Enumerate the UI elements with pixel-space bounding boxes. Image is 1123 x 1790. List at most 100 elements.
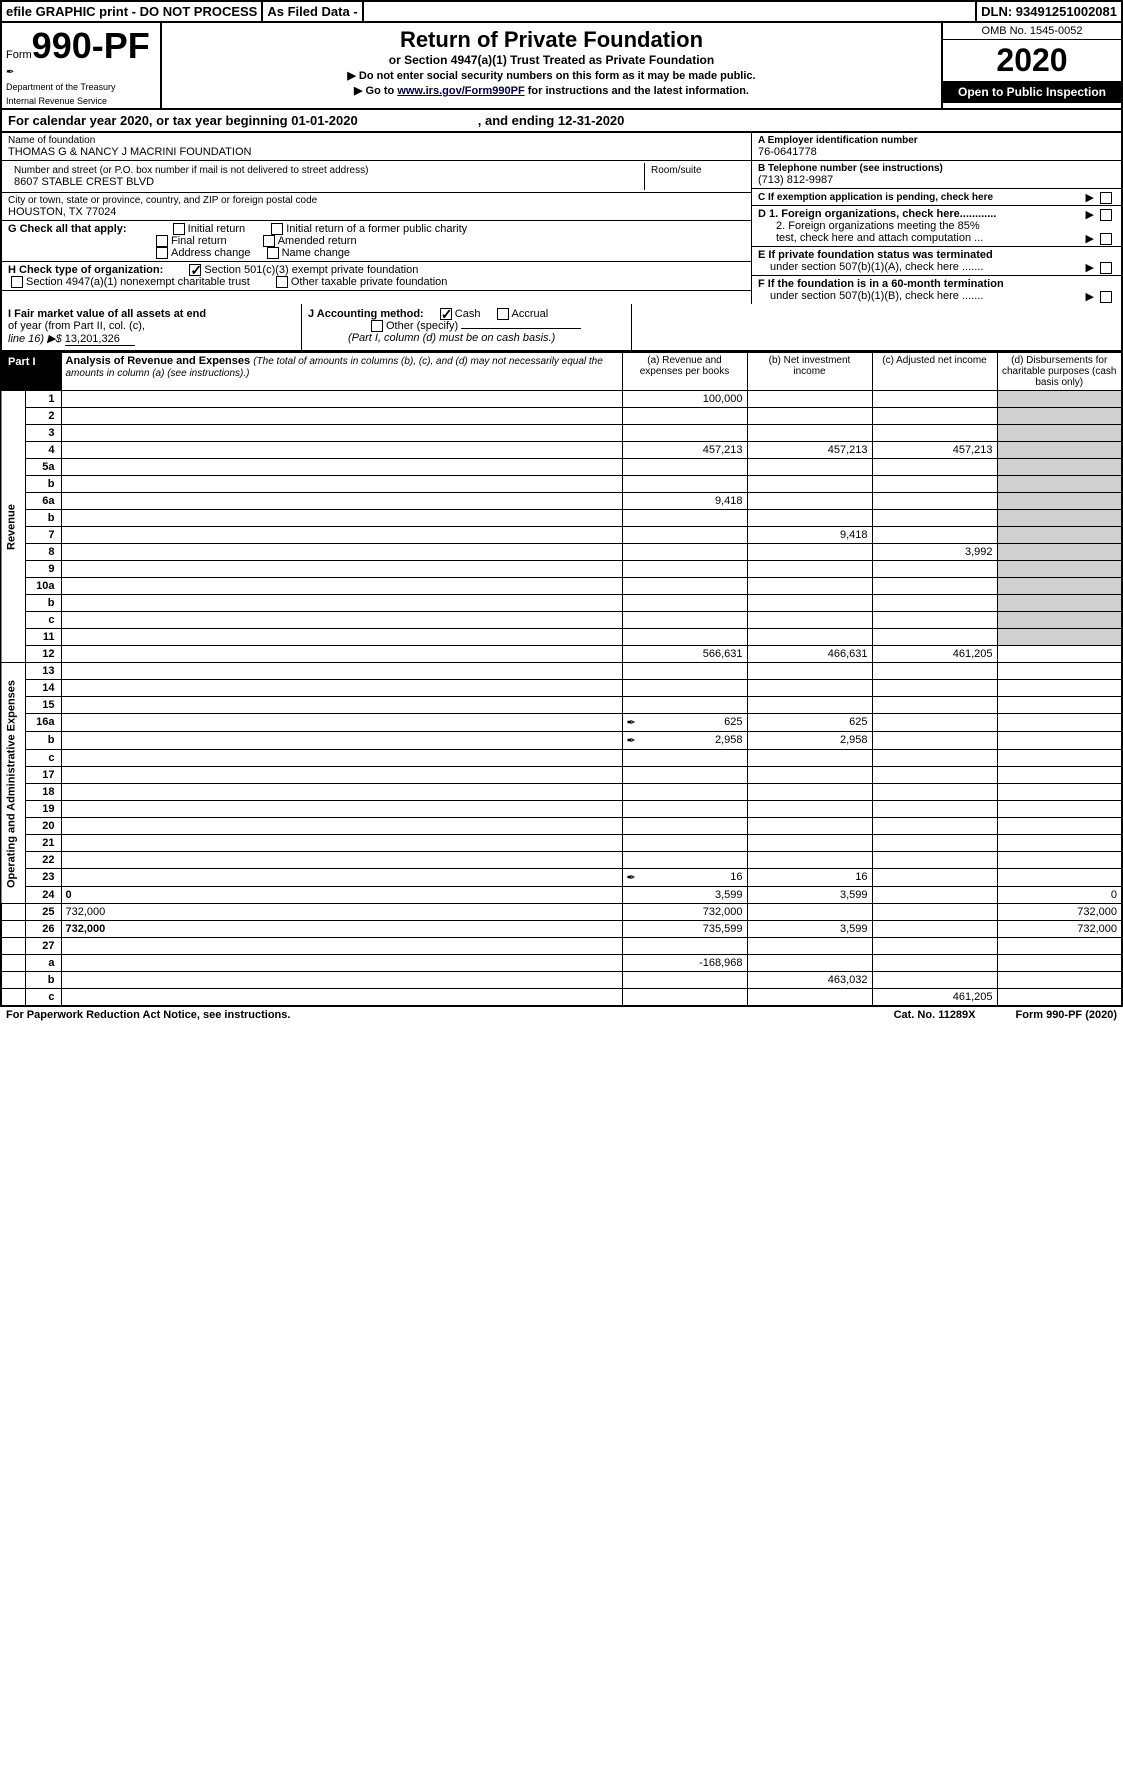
amount-cell [872, 852, 997, 869]
paperwork-notice: For Paperwork Reduction Act Notice, see … [6, 1009, 290, 1021]
chk-address-change[interactable] [156, 247, 168, 259]
chk-initial-return[interactable] [173, 223, 185, 235]
line-desc [61, 629, 622, 646]
amount-cell [997, 646, 1122, 663]
fmv-value: 13,201,326 [65, 333, 135, 346]
amount-cell [622, 680, 747, 697]
table-row: b [1, 476, 1122, 493]
amount-cell [872, 425, 997, 442]
table-row: 22 [1, 852, 1122, 869]
amount-cell [747, 989, 872, 1007]
amount-cell [997, 442, 1122, 459]
col-a-head: (a) Revenue and expenses per books [622, 353, 747, 391]
amount-cell: 735,599 [622, 921, 747, 938]
amount-cell [872, 972, 997, 989]
chk-c[interactable] [1100, 192, 1112, 204]
address: 8607 STABLE CREST BLVD [14, 176, 638, 188]
chk-d1[interactable] [1100, 209, 1112, 221]
chk-f[interactable] [1100, 291, 1112, 303]
amount-cell: 3,599 [747, 921, 872, 938]
amount-cell [747, 818, 872, 835]
amount-cell [997, 972, 1122, 989]
chk-name-change[interactable] [267, 247, 279, 259]
amount-cell [872, 663, 997, 680]
table-row: b✒ 2,9582,958 [1, 732, 1122, 750]
table-row: 25732,000732,000732,000 [1, 904, 1122, 921]
amount-cell [997, 784, 1122, 801]
attachment-icon: ✒ [627, 871, 636, 884]
line-number: 11 [25, 629, 61, 646]
line-number: 13 [25, 663, 61, 680]
amount-cell [747, 561, 872, 578]
amount-cell [997, 476, 1122, 493]
line-number: 18 [25, 784, 61, 801]
attachment-icon: ✒ [627, 734, 636, 747]
line-number: c [25, 750, 61, 767]
chk-cash[interactable] [440, 308, 452, 320]
amount-cell [872, 750, 997, 767]
amount-cell [747, 801, 872, 818]
line-number: 17 [25, 767, 61, 784]
amount-cell [872, 714, 997, 732]
line-number: 9 [25, 561, 61, 578]
amount-cell [622, 835, 747, 852]
amount-cell [872, 476, 997, 493]
line-number: c [25, 612, 61, 629]
amount-cell: ✒ 625 [622, 714, 747, 732]
amount-cell [997, 612, 1122, 629]
expenses-side-label: Operating and Administrative Expenses [1, 663, 25, 904]
line-desc [61, 680, 622, 697]
line-number: 20 [25, 818, 61, 835]
line-number: a [25, 955, 61, 972]
calendar-year-row: For calendar year 2020, or tax year begi… [0, 110, 1123, 133]
amount-cell [872, 767, 997, 784]
line-number: 5a [25, 459, 61, 476]
chk-e[interactable] [1100, 262, 1112, 274]
amount-cell [622, 818, 747, 835]
chk-other-taxable[interactable] [276, 276, 288, 288]
amount-cell [997, 697, 1122, 714]
amount-cell [622, 784, 747, 801]
amount-cell [622, 801, 747, 818]
line-number: 21 [25, 835, 61, 852]
chk-d2[interactable] [1100, 233, 1112, 245]
table-row: 4457,213457,213457,213 [1, 442, 1122, 459]
chk-4947a1[interactable] [11, 276, 23, 288]
irs-link[interactable]: www.irs.gov/Form990PF [397, 85, 524, 97]
omb-number: OMB No. 1545-0052 [943, 23, 1121, 40]
amount-cell [747, 938, 872, 955]
table-row: c [1, 612, 1122, 629]
chk-accrual[interactable] [497, 308, 509, 320]
table-row: 2 [1, 408, 1122, 425]
chk-final-return[interactable] [156, 235, 168, 247]
line-number: 23 [25, 869, 61, 887]
line-desc [61, 442, 622, 459]
amount-cell [997, 852, 1122, 869]
table-row: b [1, 510, 1122, 527]
chk-amended-return[interactable] [263, 235, 275, 247]
amount-cell: 463,032 [747, 972, 872, 989]
entity-info: Name of foundation THOMAS G & NANCY J MA… [0, 133, 1123, 304]
ein-value: 76-0641778 [758, 146, 1115, 158]
amount-cell [622, 612, 747, 629]
amount-cell: 3,599 [622, 887, 747, 904]
chk-501c3[interactable] [189, 264, 201, 276]
chk-initial-former[interactable] [271, 223, 283, 235]
amount-cell: 461,205 [872, 989, 997, 1007]
c-label: C If exemption application is pending, c… [758, 192, 993, 203]
line-desc [61, 578, 622, 595]
name-label: Name of foundation [8, 135, 745, 146]
line-number: b [25, 510, 61, 527]
amount-cell [747, 955, 872, 972]
amount-cell [872, 561, 997, 578]
amount-cell [747, 663, 872, 680]
table-row: 83,992 [1, 544, 1122, 561]
amount-cell: 732,000 [997, 904, 1122, 921]
pen-icon: ✒ [6, 67, 156, 78]
room-label: Room/suite [651, 165, 739, 176]
amount-cell [872, 527, 997, 544]
amount-cell: 457,213 [622, 442, 747, 459]
chk-other-method[interactable] [371, 320, 383, 332]
open-public-badge: Open to Public Inspection [943, 81, 1121, 103]
amount-cell [997, 680, 1122, 697]
